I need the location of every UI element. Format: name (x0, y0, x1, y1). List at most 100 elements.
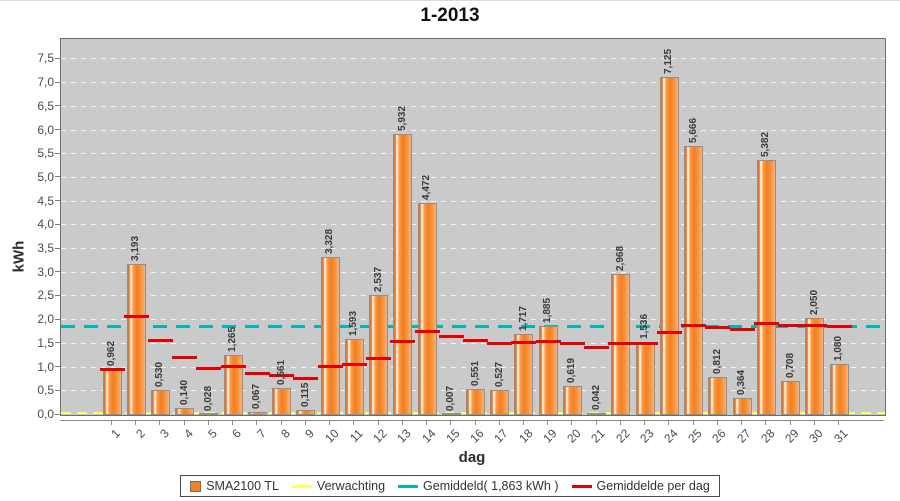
bar-value-label: 0,115 (299, 382, 311, 407)
bar-value-label: 0,551 (469, 360, 481, 386)
avg-per-day-segment (244, 371, 270, 375)
bar-value-label: 0,619 (566, 357, 578, 383)
bar-value-label: 0,028 (202, 385, 214, 411)
bar-day-19 (538, 325, 558, 415)
bar-value-label: 0,527 (493, 361, 505, 388)
bar-value-label: 1,885 (542, 297, 554, 323)
bar-value-label: 0,708 (784, 353, 796, 379)
bar-day-30 (805, 317, 825, 415)
x-tick-mark (353, 421, 355, 425)
x-tick-mark (789, 421, 791, 425)
legend-label: Verwachting (316, 479, 386, 493)
gridline (61, 366, 885, 368)
x-tick-mark (450, 421, 452, 425)
bar-value-label: 5,932 (396, 105, 408, 131)
avg-per-day-segment (535, 340, 561, 344)
legend-swatch-line (398, 484, 419, 488)
x-tick-label: 31 (830, 426, 851, 446)
avg-per-day-segment (753, 322, 779, 326)
y-tick-label: 2,5 (37, 288, 54, 303)
bar-value-label: 1,080 (833, 335, 844, 361)
bar-value-label: 1,265 (227, 327, 239, 353)
bar-value-label: 0,812 (711, 348, 723, 374)
legend-item: Verwachting (291, 479, 386, 493)
bar-value-label: 0,530 (154, 361, 166, 387)
y-tick-mark (55, 294, 60, 296)
x-tick-label: 14 (418, 426, 439, 446)
y-tick-label: 7,0 (37, 75, 54, 90)
legend-swatch-line (291, 484, 312, 488)
x-tick-label: 3 (157, 426, 172, 441)
y-tick-label: 5,5 (37, 146, 54, 161)
y-tick-mark (55, 318, 60, 320)
x-tick-label: 12 (370, 426, 390, 446)
y-tick-mark (55, 81, 60, 83)
bar-value-label: 0,007 (445, 385, 457, 411)
bar-value-label: 0,561 (275, 360, 287, 386)
x-tick-mark (304, 421, 306, 425)
avg-per-day-segment (438, 335, 464, 339)
y-tick-mark (55, 105, 60, 107)
bar-value-label: 3,193 (130, 235, 142, 261)
bar-day-23 (635, 342, 655, 415)
legend: SMA2100 TL Verwachting Gemiddeld( 1,863 kW… (0, 475, 900, 497)
legend-item: SMA2100 TL (190, 479, 279, 493)
avg-per-day-segment (826, 325, 852, 329)
legend-label: Gemiddeld( 1,863 kWh ) (423, 479, 559, 493)
x-tick-mark (329, 421, 331, 425)
x-tick-mark (692, 421, 694, 425)
bar-value-label: 7,125 (663, 49, 675, 75)
y-tick-label: 0,0 (37, 407, 54, 421)
avg-per-day-segment (99, 367, 125, 371)
legend-swatch-line (571, 484, 592, 488)
gridline (61, 82, 885, 84)
x-tick-label: 26 (709, 426, 730, 446)
bar-value-label: 0,364 (736, 369, 748, 395)
gridline (61, 153, 885, 155)
gridline (61, 248, 885, 250)
bar-day-28 (756, 159, 776, 415)
bar-day-9 (296, 409, 316, 415)
y-tick-label: 6,0 (37, 122, 54, 137)
x-tick-mark (619, 421, 621, 425)
avg-per-day-segment (632, 342, 658, 346)
avg-per-day-segment (656, 331, 682, 335)
avg-per-day-segment (220, 365, 246, 369)
x-tick-mark (183, 421, 185, 425)
avg-per-day-segment (463, 338, 488, 342)
bar-day-24 (659, 77, 679, 415)
bar-value-label: 2,050 (808, 289, 820, 315)
x-tick-mark (256, 421, 258, 425)
y-tick-mark (55, 247, 60, 249)
y-tick-label: 4,5 (37, 193, 54, 208)
bar-value-label: 0,042 (590, 384, 602, 411)
gridline (61, 200, 885, 202)
legend-box: SMA2100 TL Verwachting Gemiddeld( 1,863 kW… (180, 475, 720, 497)
x-tick-mark (159, 421, 161, 425)
y-tick-mark (55, 271, 60, 273)
x-tick-mark (111, 421, 112, 425)
x-tick-label: 7 (253, 426, 269, 441)
x-tick-mark (135, 421, 137, 425)
avg-per-day-segment (293, 377, 319, 381)
bar-value-label: 2,537 (372, 266, 384, 292)
x-tick-mark (207, 421, 209, 425)
x-tick-label: 2 (132, 426, 148, 441)
x-tick-label: 25 (685, 426, 705, 446)
bar-day-31 (829, 363, 849, 415)
x-tick-label: 10 (321, 426, 342, 446)
gridline (61, 319, 885, 321)
avg-per-day-segment (123, 314, 149, 318)
gridline (61, 176, 885, 178)
bar-day-25 (684, 146, 704, 415)
x-tick-label: 16 (467, 426, 487, 446)
y-tick-label: 0,5 (37, 383, 54, 398)
y-tick-mark (55, 389, 60, 391)
avg-per-day-segment (584, 345, 610, 349)
bar-day-1 (102, 369, 122, 415)
avg-per-day-segment (341, 362, 367, 366)
bar-value-label: 0,140 (178, 380, 190, 406)
bar-day-3 (150, 389, 170, 415)
y-tick-label: 2,0 (37, 312, 54, 327)
bar-day-11 (344, 339, 364, 415)
